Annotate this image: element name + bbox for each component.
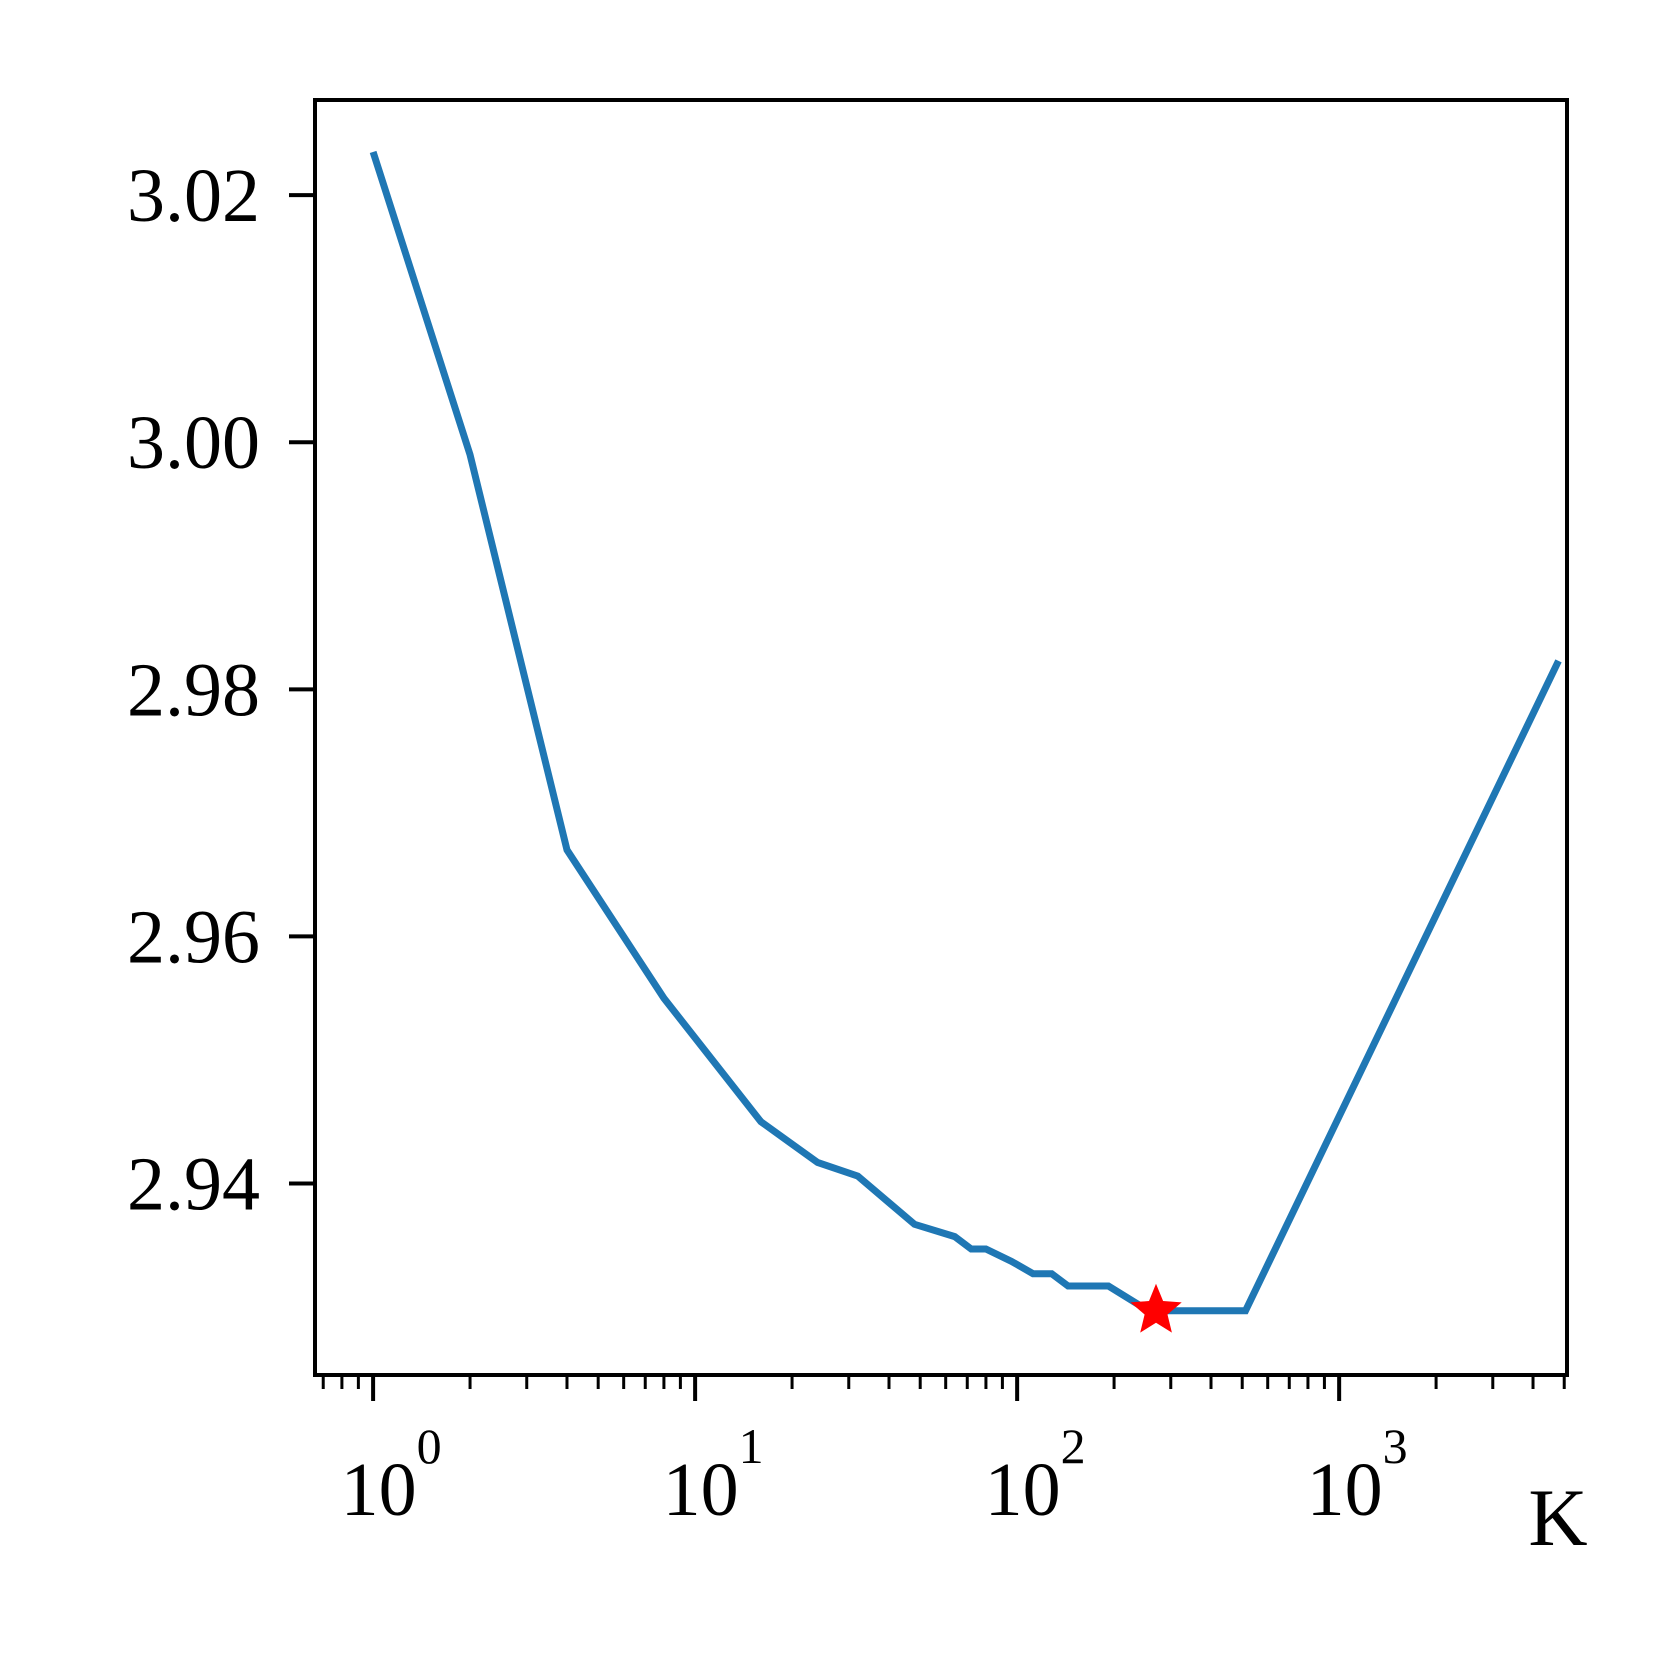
y-axis-ticks: 2.94 2.96 2.98 3.00 3.02 — [127, 154, 315, 1227]
y-tick-label: 3.02 — [127, 154, 260, 238]
y-tick-label: 2.96 — [127, 895, 260, 979]
y-tick-label: 2.94 — [127, 1143, 260, 1227]
x-tick-label: 102 — [985, 1418, 1086, 1532]
series-line — [369, 150, 1562, 1315]
y-tick-label: 2.98 — [127, 648, 260, 732]
x-tick-exponent: 1 — [739, 1418, 764, 1474]
series-group — [369, 150, 1562, 1333]
x-axis-label: K — [1528, 1472, 1587, 1563]
plot-frame — [313, 98, 1569, 1377]
y-tick-label: 3.00 — [127, 401, 260, 485]
x-tick-label: 103 — [1307, 1418, 1408, 1532]
x-tick-label: 100 — [341, 1418, 442, 1532]
x-tick-exponent: 2 — [1061, 1418, 1086, 1474]
x-tick-label: 101 — [663, 1418, 764, 1532]
minimum-star-marker — [1130, 1283, 1182, 1333]
x-tick-exponent: 0 — [417, 1418, 442, 1474]
x-tick-exponent: 3 — [1383, 1418, 1408, 1474]
